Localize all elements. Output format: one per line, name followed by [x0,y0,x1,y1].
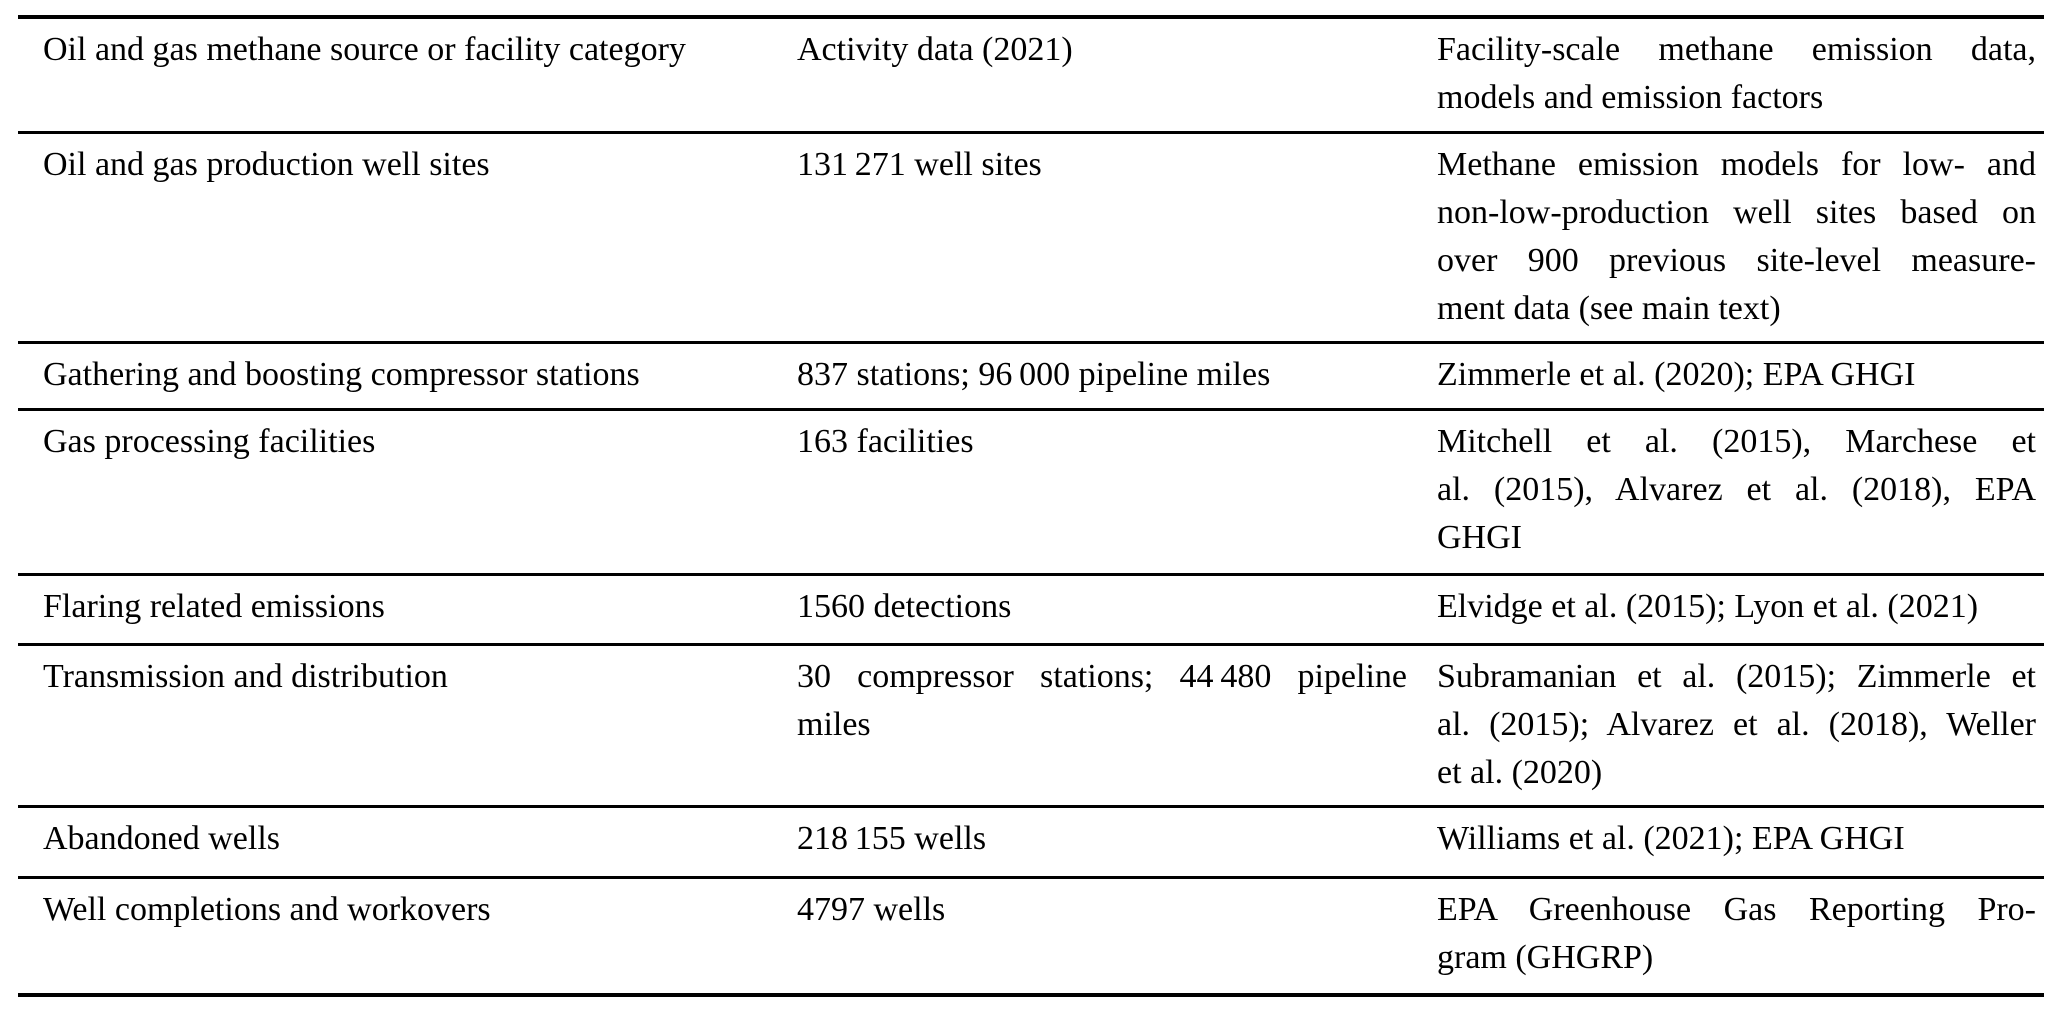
activity-cell: 163 facilities [797,411,1437,573]
sources-cell: Williams et al. (2021); EPA GHGI [1437,808,2044,876]
cell-line: GHGI [1437,519,1522,556]
sources-cell: EPA Greenhouse Gas Reporting Pro-gram (G… [1437,879,2044,993]
cell-line: Oil and gas production well sites [43,146,490,183]
cell-line: Activity data (2021) [797,31,1073,68]
table-row: Gas processing facilities 163 facilities M… [18,408,2044,573]
sources-cell: Zimmerle et al. (2020); EPA GHGI [1437,344,2044,408]
category-cell: Gathering and boosting compressor statio… [18,344,797,408]
cell-line: 163 facilities [797,423,974,460]
cell-line: Well completions and workovers [43,891,491,928]
table-row: Gathering and boosting compressor statio… [18,341,2044,408]
sources-cell: Methane emission models for low- and non-… [1437,134,2044,341]
cell-line: Abandoned wells [43,820,281,857]
table-row: Oil and gas production well sites 131 271… [18,131,2044,341]
cell-line: al. (2015), Alvarez et al. (2018), EPA [1437,471,2036,508]
category-cell: Transmission and distribution [18,646,797,805]
cell-line: Elvidge et al. (2015); Lyon et al. (2021… [1437,588,1979,625]
table-header-row: Oil and gas methane source or facility c… [18,19,2044,131]
cell-line: EPA Greenhouse Gas Reporting Pro- [1437,891,2036,928]
activity-cell: 30 compressor stations; 44 480 pipeline m… [797,646,1437,805]
sources-cell: Elvidge et al. (2015); Lyon et al. (2021… [1437,576,2044,643]
cell-line: gram (GHGRP) [1437,939,1654,976]
activity-cell: 131 271 well sites [797,134,1437,341]
cell-line: et al. (2020) [1437,754,1603,791]
cell-line: 218 155 wells [797,820,987,857]
cell-line: ment data (see main text) [1437,290,1781,327]
cell-line: 131 271 well sites [797,146,1042,183]
header-sources-cell: Facility-scale methane emission data, mod… [1437,19,2044,131]
header-category-cell: Oil and gas methane source or facility c… [18,19,797,131]
cell-line: 30 compressor stations; 44 480 pipeline [797,658,1407,695]
cell-line: Flaring related emissions [43,588,385,625]
category-cell: Well completions and workovers [18,879,797,993]
cell-line: Transmission and distribution [43,658,448,695]
sources-cell: Subramanian et al. (2015); Zimmerle et al… [1437,646,2044,805]
cell-line: miles [797,706,871,743]
activity-cell: 4797 wells [797,879,1437,993]
sources-cell: Mitchell et al. (2015), Marchese et al. (… [1437,411,2044,573]
cell-line: Williams et al. (2021); EPA GHGI [1437,820,1905,857]
activity-cell: 218 155 wells [797,808,1437,876]
cell-line: non-low-production well sites based on [1437,194,2036,231]
cell-line: Oil and gas methane source or facility c… [43,31,686,68]
cell-line: Gathering and boosting compressor statio… [43,356,640,393]
table-row: Well completions and workovers 4797 wells… [18,876,2044,993]
activity-cell: 1560 detections [797,576,1437,643]
category-cell: Oil and gas production well sites [18,134,797,341]
cell-line: Facility-scale methane emission data, [1437,31,2036,68]
activity-table: Oil and gas methane source or facility c… [18,15,2044,997]
header-activity-cell: Activity data (2021) [797,19,1437,131]
cell-line: Zimmerle et al. (2020); EPA GHGI [1437,356,1916,393]
cell-line: 837 stations; 96 000 pipeline miles [797,356,1271,393]
table-row: Flaring related emissions 1560 detections… [18,573,2044,643]
cell-line: 4797 wells [797,891,946,928]
cell-line: Mitchell et al. (2015), Marchese et [1437,423,2036,460]
cell-line: models and emission factors [1437,79,1824,116]
cell-line: al. (2015); Alvarez et al. (2018), Welle… [1437,706,2036,743]
cell-line: Subramanian et al. (2015); Zimmerle et [1437,658,2036,695]
cell-line: 1560 detections [797,588,1012,625]
cell-line: over 900 previous site-level measure- [1437,242,2036,279]
category-cell: Flaring related emissions [18,576,797,643]
cell-line: Gas processing facilities [43,423,376,460]
category-cell: Abandoned wells [18,808,797,876]
table-row: Transmission and distribution 30 compress… [18,643,2044,805]
activity-cell: 837 stations; 96 000 pipeline miles [797,344,1437,408]
cell-line: Methane emission models for low- and [1437,146,2036,183]
category-cell: Gas processing facilities [18,411,797,573]
table-row: Abandoned wells 218 155 wells Williams et … [18,805,2044,876]
